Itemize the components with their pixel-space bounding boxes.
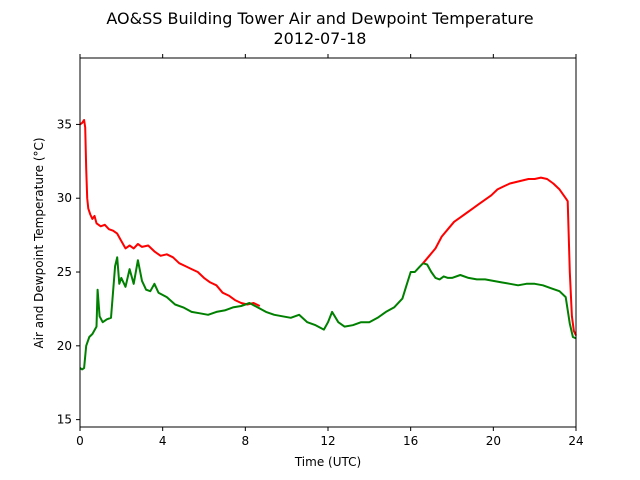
x-tick-label-16: 16 <box>403 434 418 448</box>
chart-subtitle: 2012-07-18 <box>274 29 367 48</box>
x-tick-label-20: 20 <box>486 434 501 448</box>
y-tick-label-35: 35 <box>57 117 72 131</box>
series-line-2 <box>79 256 577 371</box>
y-axis-label: Air and Dewpoint Temperature (°C) <box>32 137 46 348</box>
y-tick-label-20: 20 <box>57 339 72 353</box>
y-axis-ticks: 15 20 25 30 35 <box>57 117 80 427</box>
x-tick-label-12: 12 <box>320 434 335 448</box>
series-line-3 <box>422 176 577 336</box>
series-line-1 <box>79 119 261 307</box>
plot-frame <box>79 57 577 428</box>
x-tick-label-24: 24 <box>568 434 583 448</box>
y-tick-label-25: 25 <box>57 265 72 279</box>
chart-title: AO&SS Building Tower Air and Dewpoint Te… <box>106 9 533 28</box>
plot-series <box>79 119 577 371</box>
x-axis-label: Time (UTC) <box>294 455 361 469</box>
x-tick-label-4: 4 <box>159 434 167 448</box>
x-axis-ticks: 0 4 8 12 16 20 24 <box>76 54 584 448</box>
x-tick-label-8: 8 <box>242 434 250 448</box>
x-tick-label-0: 0 <box>76 434 84 448</box>
y-tick-label-15: 15 <box>57 413 72 427</box>
y-tick-label-30: 30 <box>57 191 72 205</box>
